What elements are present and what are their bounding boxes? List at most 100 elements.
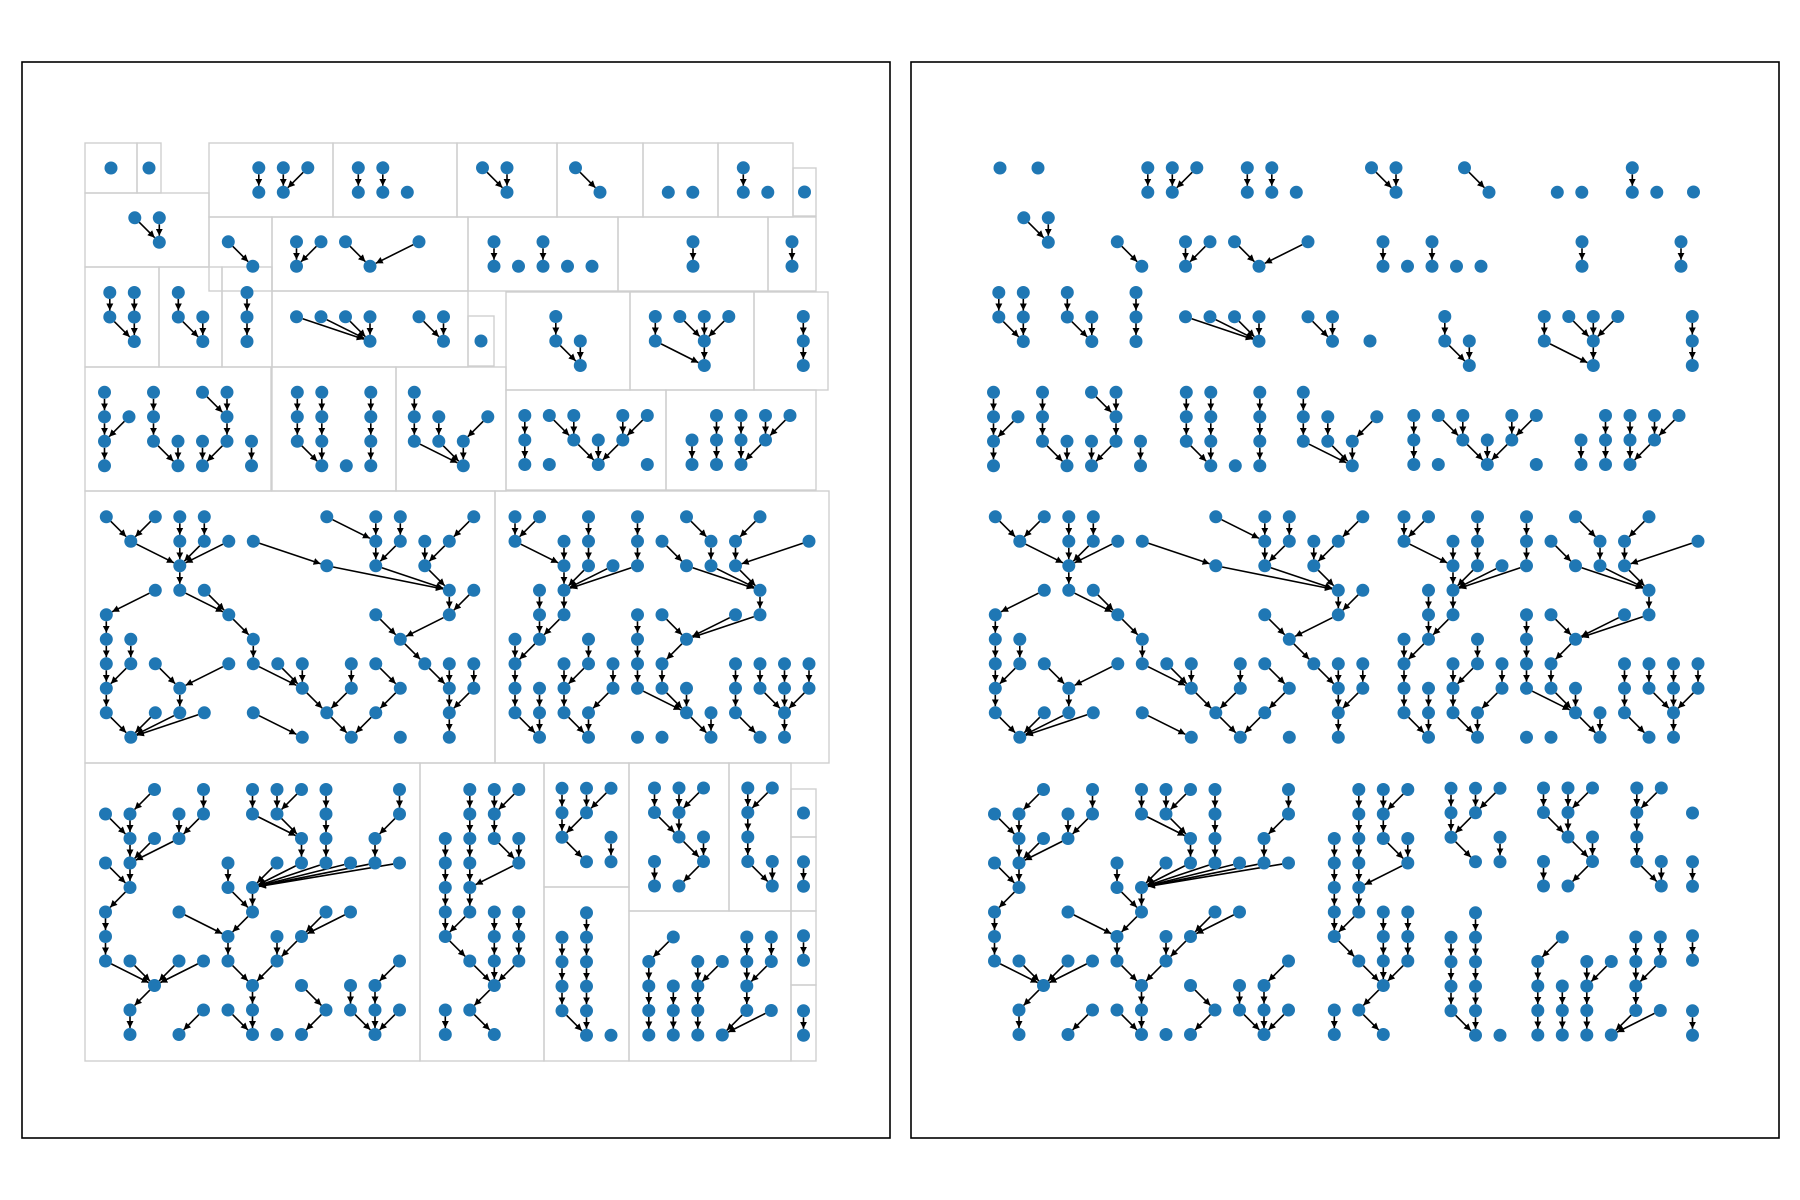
graph-node	[364, 459, 378, 473]
graph-node	[1531, 1004, 1545, 1017]
graph-node	[1654, 855, 1668, 868]
graph-node	[1012, 881, 1026, 894]
graph-node	[1159, 1028, 1173, 1041]
graph-node	[778, 657, 791, 671]
graph-node	[753, 583, 767, 597]
graph-node	[437, 334, 450, 348]
edge-arrow	[1146, 816, 1186, 837]
graph-node	[1258, 608, 1272, 622]
graph-node	[314, 235, 328, 249]
graph-node	[351, 185, 365, 199]
right-panel-edges	[990, 171, 1702, 1033]
graph-node	[1471, 706, 1484, 720]
graph-node	[1469, 1004, 1482, 1018]
graph-node	[549, 334, 563, 348]
graph-node	[315, 385, 329, 399]
graph-node	[1569, 681, 1582, 695]
graph-node	[642, 955, 656, 968]
edge-arrow	[1176, 171, 1193, 189]
graph-node	[1159, 954, 1173, 968]
graph-node	[616, 433, 630, 447]
graph-node	[487, 259, 501, 273]
edge-arrow	[642, 690, 682, 711]
graph-node	[533, 681, 546, 695]
graph-node	[315, 410, 329, 424]
graph-node	[147, 385, 160, 399]
graph-node	[487, 979, 501, 992]
edge-arrow	[1455, 841, 1472, 858]
pack-box	[332, 142, 458, 218]
graph-node	[320, 510, 334, 524]
graph-node	[561, 259, 574, 273]
graph-node	[1493, 781, 1507, 795]
graph-node	[1282, 681, 1296, 695]
graph-node	[672, 781, 686, 795]
left-panel-nodes	[98, 161, 816, 1042]
graph-node	[438, 905, 452, 919]
edge-arrow	[1145, 965, 1162, 982]
edge-arrow	[579, 171, 596, 189]
graph-node	[1203, 235, 1217, 249]
graph-node	[173, 534, 187, 548]
graph-node	[98, 434, 111, 448]
edge-arrow	[1268, 618, 1286, 636]
edge-arrow	[258, 864, 321, 887]
graph-node	[734, 433, 748, 447]
graph-node	[1630, 781, 1644, 795]
edge-arrow	[1268, 1014, 1285, 1031]
graph-node	[1233, 681, 1247, 695]
graph-node	[1159, 930, 1173, 943]
graph-node	[1204, 434, 1218, 448]
graph-node	[1667, 730, 1680, 744]
graph-node	[1561, 781, 1575, 795]
graph-node	[432, 434, 446, 448]
graph-node	[1537, 334, 1551, 348]
graph-node	[1327, 930, 1341, 943]
graph-node	[99, 930, 112, 943]
graph-node	[171, 434, 185, 448]
graph-node	[1653, 1004, 1667, 1017]
graph-node	[1184, 657, 1198, 671]
graph-node	[1301, 310, 1315, 324]
graph-node	[364, 385, 378, 399]
graph-node	[1444, 830, 1458, 844]
graph-node	[99, 856, 112, 870]
graph-node	[797, 879, 810, 893]
edge-arrow	[1555, 618, 1572, 636]
graph-node	[295, 856, 308, 870]
edge-arrow	[1639, 965, 1657, 982]
edge-arrow	[159, 667, 176, 685]
graph-node	[1667, 706, 1680, 720]
edge-arrow	[1640, 792, 1658, 809]
graph-node	[1691, 657, 1705, 671]
graph-node	[407, 434, 421, 448]
graph-node	[1604, 955, 1618, 968]
edge-arrow	[1270, 567, 1333, 590]
edge-arrow	[1581, 567, 1644, 590]
edge-arrow	[1442, 419, 1459, 436]
edge-arrow	[708, 320, 725, 337]
graph-node	[1401, 954, 1415, 968]
graph-node	[686, 259, 700, 273]
graph-node	[1282, 1003, 1295, 1017]
edge-arrow	[486, 171, 503, 189]
graph-node	[691, 1028, 705, 1042]
graph-node	[988, 510, 1002, 524]
graph-node	[1086, 534, 1100, 548]
graph-node	[729, 534, 742, 548]
graph-node	[315, 434, 329, 448]
graph-node	[988, 905, 1001, 919]
edge-arrow	[998, 867, 1015, 884]
graph-node	[555, 830, 569, 844]
graph-node	[487, 832, 501, 845]
edge-arrow	[1195, 914, 1235, 935]
graph-node	[1258, 510, 1272, 524]
graph-node	[368, 1028, 382, 1041]
graph-node	[246, 783, 259, 796]
graph-node	[1469, 955, 1482, 969]
edge-arrow	[566, 816, 583, 834]
edge-arrow	[375, 243, 414, 265]
graph-node	[1562, 310, 1576, 323]
graph-node	[221, 1003, 235, 1017]
graph-node	[393, 783, 406, 796]
